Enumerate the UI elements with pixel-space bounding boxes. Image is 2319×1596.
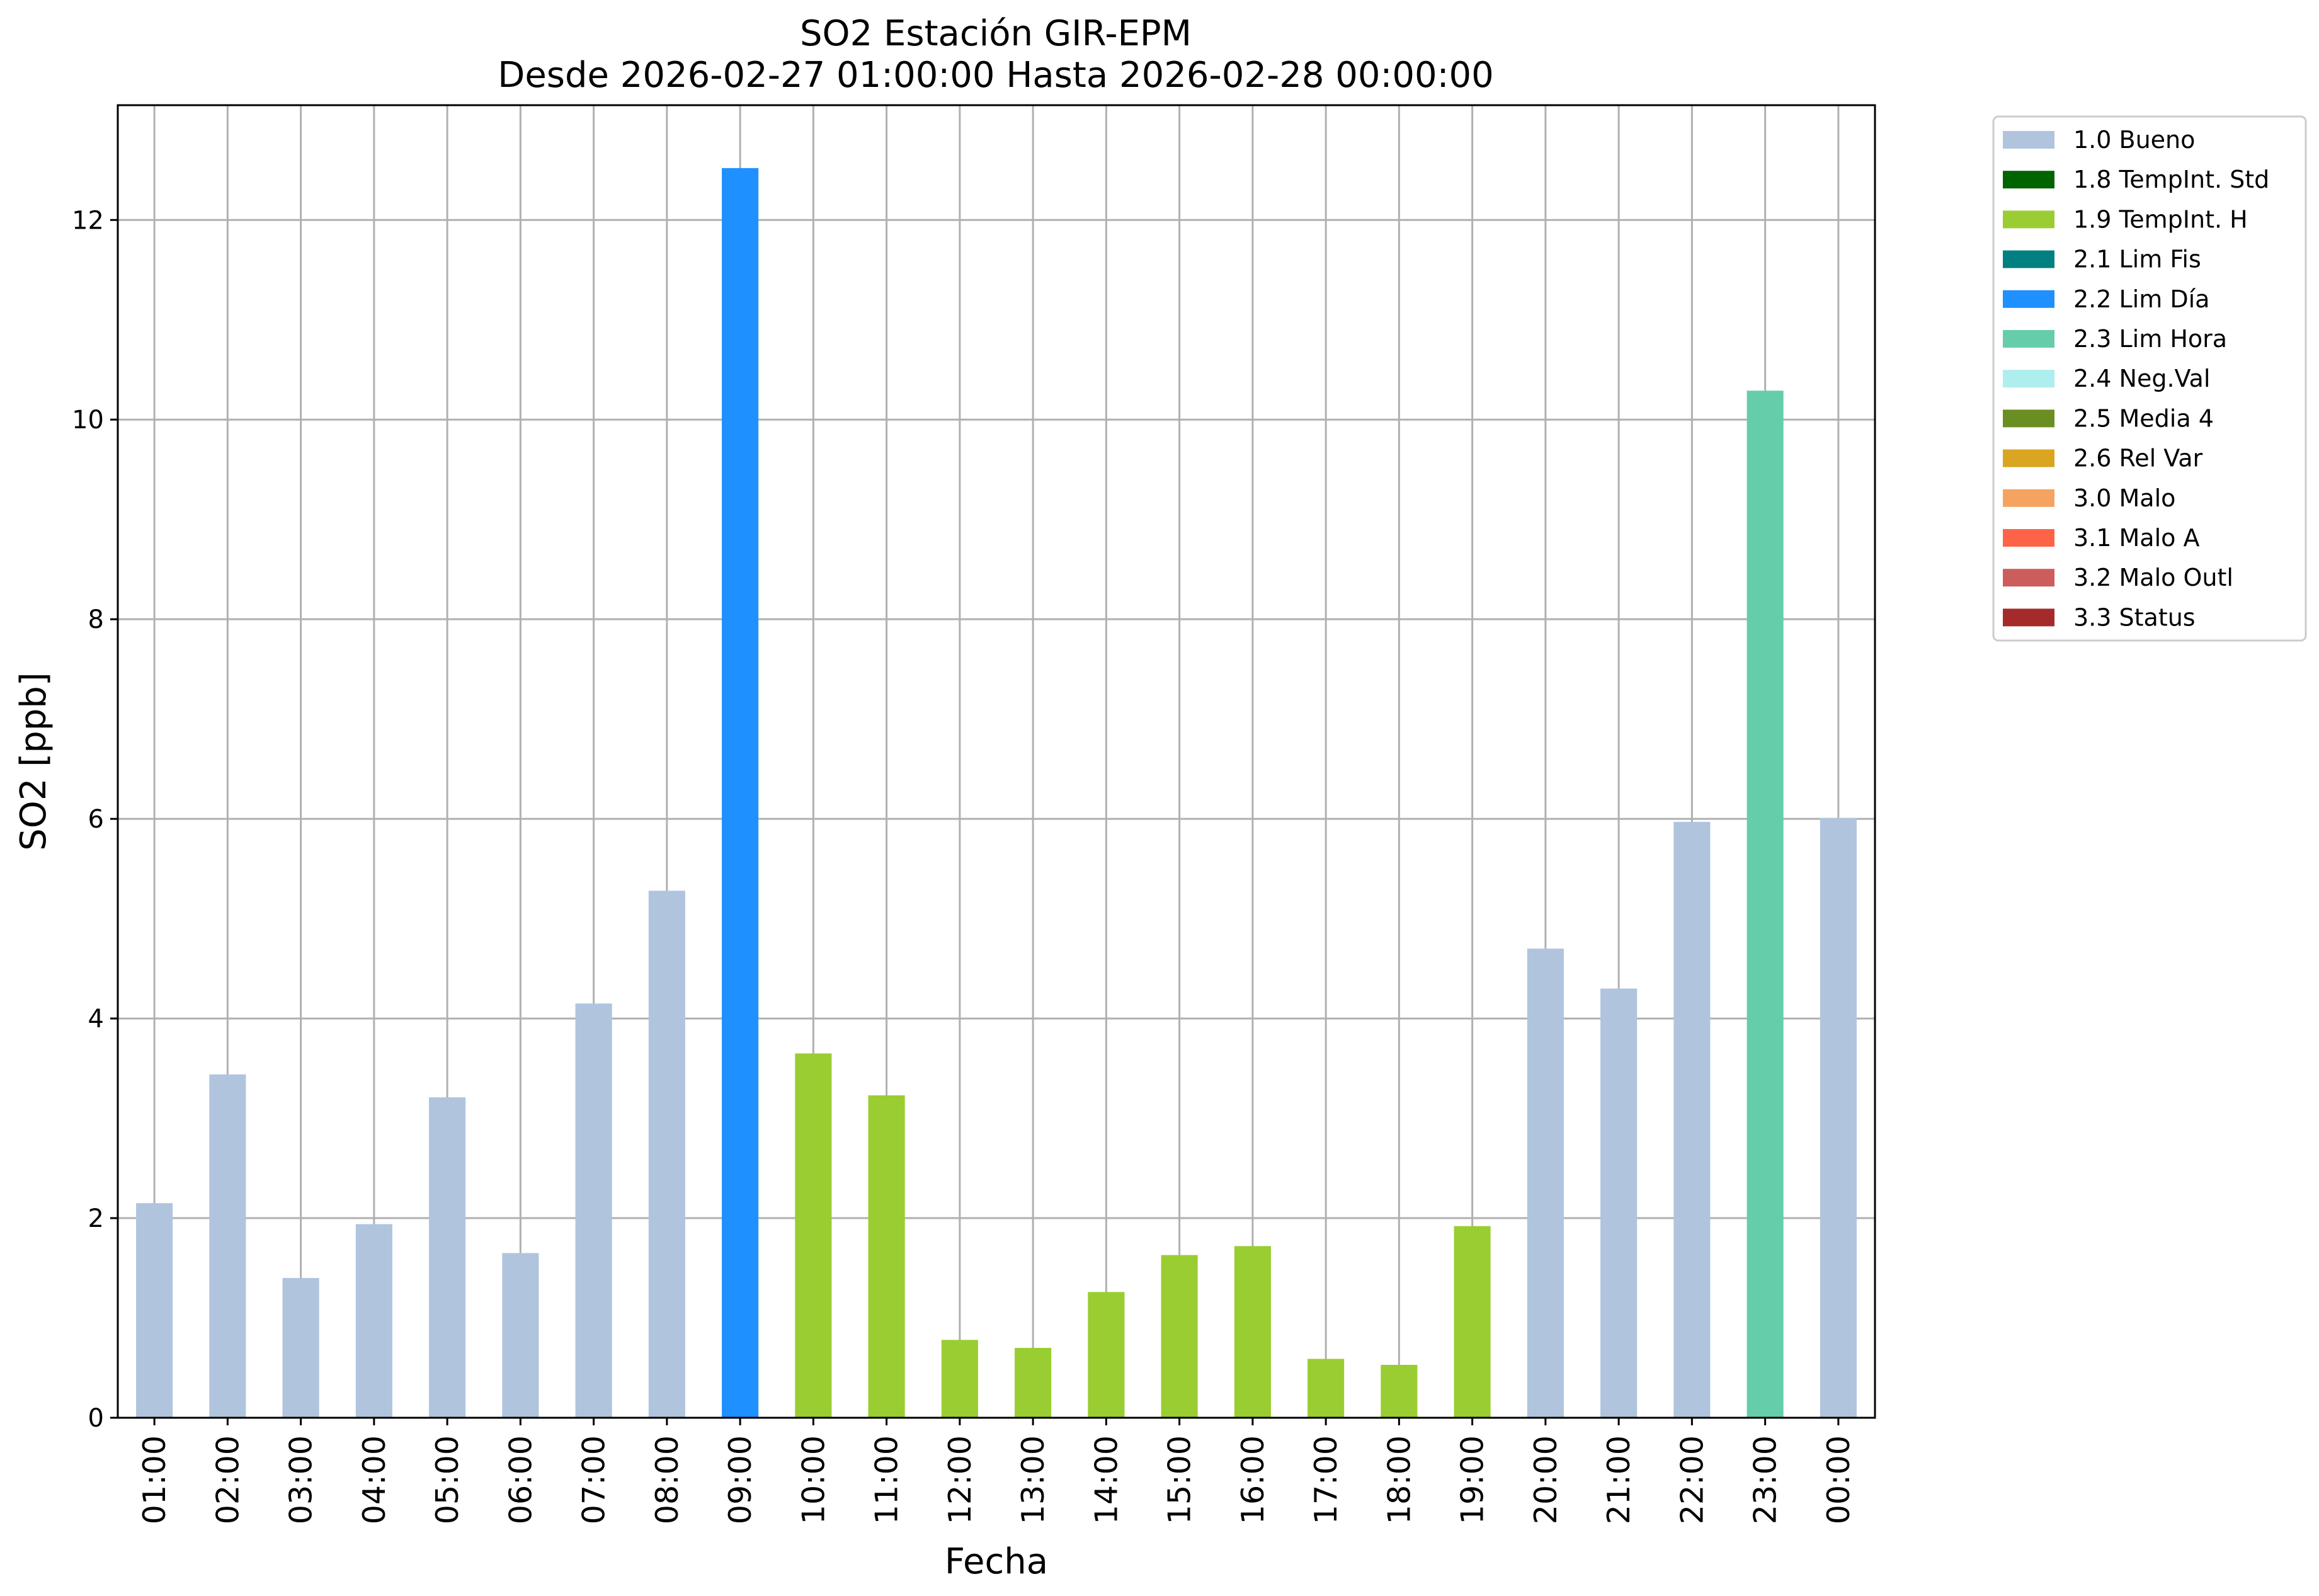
legend-swatch: [2003, 290, 2054, 308]
plot-frame: [117, 104, 1876, 1419]
legend-swatch: [2003, 171, 2054, 189]
bar: [209, 1074, 246, 1418]
bar: [1673, 821, 1711, 1418]
x-tick-label: 03:00: [283, 1435, 319, 1524]
legend-swatch: [2003, 449, 2054, 467]
x-tick-label: 16:00: [1235, 1435, 1271, 1524]
bar: [868, 1095, 905, 1418]
y-tick-label: 4: [88, 1005, 104, 1034]
legend-swatch: [2003, 489, 2054, 507]
x-tick-label: 19:00: [1455, 1435, 1491, 1524]
bar: [429, 1097, 466, 1418]
x-tick-label: 07:00: [576, 1435, 612, 1524]
bar: [1600, 988, 1638, 1418]
y-tick-label: 0: [88, 1404, 104, 1433]
bar: [795, 1053, 832, 1418]
legend-label: 3.2 Malo Outl: [2073, 564, 2233, 591]
legend-label: 1.8 TempInt. Std: [2073, 166, 2269, 193]
bar: [1308, 1359, 1345, 1418]
x-tick-label: 06:00: [503, 1435, 538, 1524]
x-tick-label: 20:00: [1528, 1435, 1564, 1524]
bar: [1454, 1226, 1491, 1418]
bar: [941, 1340, 978, 1418]
x-tick-label: 11:00: [869, 1435, 905, 1524]
legend-swatch: [2003, 409, 2054, 428]
legend-swatch: [2003, 131, 2054, 149]
y-tick-label: 8: [88, 605, 104, 634]
x-tick-label: 15:00: [1162, 1435, 1198, 1524]
legend-swatch: [2003, 210, 2054, 229]
legend-swatch: [2003, 608, 2054, 627]
y-tick-label: 12: [72, 206, 104, 235]
x-tick-label: 18:00: [1381, 1435, 1417, 1524]
chart-subtitle: Desde 2026-02-27 01:00:00 Hasta 2026-02-…: [498, 55, 1494, 96]
y-axis-label: SO2 [ppb]: [13, 672, 54, 850]
legend-frame: [1992, 115, 2307, 642]
x-tick-label: 23:00: [1748, 1435, 1784, 1524]
x-tick-label: 21:00: [1601, 1435, 1637, 1524]
x-tick-label: 12:00: [942, 1435, 978, 1524]
x-tick-label: 00:00: [1821, 1435, 1857, 1524]
x-axis-ticks: 01:00 02:00 03:00 04:00 05:00 06:00 07:00 08:00…: [137, 1418, 1857, 1524]
legend-swatch: [2003, 529, 2054, 547]
legend-label: 2.5 Media 4: [2073, 404, 2214, 432]
y-axis-ticks: 0 2 4 6 8 10 12: [72, 206, 118, 1433]
legend-swatch: [2003, 250, 2054, 268]
bar: [1234, 1246, 1271, 1418]
bar: [1527, 949, 1564, 1418]
legend-label: 2.4 Neg.Val: [2073, 365, 2210, 392]
y-tick-label: 10: [72, 406, 104, 435]
y-tick-label: 2: [88, 1204, 104, 1233]
bar: [1161, 1255, 1198, 1418]
legend-label: 2.1 Lim Fis: [2073, 246, 2201, 273]
x-tick-label: 14:00: [1088, 1435, 1124, 1524]
x-tick-label: 05:00: [430, 1435, 465, 1524]
bar: [1088, 1292, 1125, 1418]
bars: [136, 168, 1857, 1418]
legend-swatch: [2003, 569, 2054, 587]
x-tick-label: 22:00: [1674, 1435, 1710, 1524]
bar: [1746, 390, 1784, 1418]
bar: [648, 891, 685, 1418]
bar: [355, 1224, 392, 1418]
bar: [1381, 1365, 1418, 1418]
legend-label: 1.9 TempInt. H: [2073, 205, 2248, 233]
legend-label: 3.3 Status: [2073, 603, 2196, 631]
legend-label: 2.3 Lim Hora: [2073, 325, 2227, 353]
bar: [136, 1203, 173, 1418]
legend-label: 3.0 Malo: [2073, 484, 2175, 512]
bar: [502, 1253, 539, 1418]
legend-swatch: [2003, 370, 2054, 388]
bar: [1820, 818, 1857, 1418]
legend-label: 2.2 Lim Día: [2073, 285, 2209, 313]
x-tick-label: 04:00: [356, 1435, 392, 1524]
bar: [722, 168, 759, 1418]
legend-swatch: [2003, 330, 2054, 348]
bar: [1015, 1348, 1052, 1418]
x-tick-label: 02:00: [210, 1435, 246, 1524]
x-tick-label: 08:00: [649, 1435, 685, 1524]
chart-title: SO2 Estación GIR-EPM: [800, 13, 1192, 54]
x-tick-label: 09:00: [722, 1435, 758, 1524]
x-tick-label: 17:00: [1308, 1435, 1344, 1524]
legend-label: 1.0 Bueno: [2073, 126, 2195, 154]
bar: [575, 1003, 612, 1418]
x-tick-label: 13:00: [1015, 1435, 1051, 1524]
x-axis-label: Fecha: [945, 1541, 1048, 1582]
legend: 1.0 Bueno 1.8 TempInt. Std 1.9 TempInt. H 2…: [1992, 115, 2307, 642]
legend-label: 2.6 Rel Var: [2073, 445, 2203, 472]
legend-label: 3.1 Malo A: [2073, 524, 2199, 552]
x-tick-label: 10:00: [795, 1435, 831, 1524]
bar: [282, 1278, 319, 1418]
x-tick-label: 01:00: [137, 1435, 173, 1524]
y-tick-label: 6: [88, 805, 104, 834]
